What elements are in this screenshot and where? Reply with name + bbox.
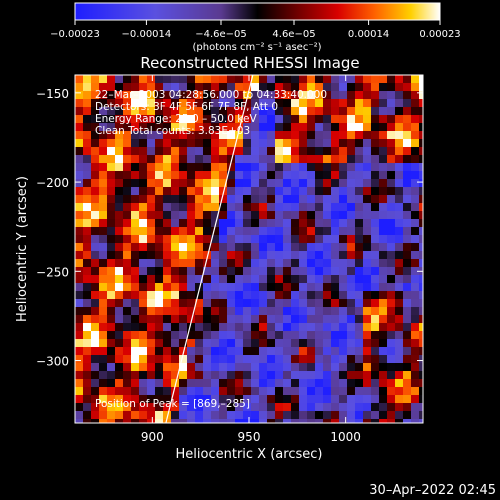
colorbar-tick-label: 4.6e−05 — [272, 29, 315, 40]
info-detectors: Detectors: 3F 4F 5F 6F 7F 8F, Att 0 — [95, 101, 278, 113]
info-block: 22–Mar–2003 04:28:56.000 to 04:33:40.000… — [95, 89, 327, 137]
y-axis-ticks: −150 −200 −250 −300 — [36, 87, 423, 369]
heatmap-image — [75, 75, 423, 423]
colorbar-tick-label: −0.00023 — [50, 29, 100, 40]
colorbar-tick-label: 0.00014 — [348, 29, 389, 40]
x-axis-ticks: 900 950 1000 — [141, 75, 361, 444]
info-energy-range: Energy Range: 25.0 – 50.0 keV — [95, 113, 257, 125]
x-tick-label: 1000 — [330, 430, 361, 444]
peak-position-label: Position of Peak = [869,–285] — [95, 398, 250, 410]
render-timestamp: 30–Apr–2022 02:45 — [369, 483, 496, 498]
x-tick-label: 950 — [238, 430, 261, 444]
x-axis-title: Heliocentric X (arcsec) — [176, 447, 323, 462]
colorbar-tick-label: −4.6e−05 — [195, 29, 247, 40]
info-clean-counts: Clean Total counts: 3.83E+03 — [95, 125, 250, 137]
y-axis-title: Heliocentric Y (arcsec) — [15, 176, 30, 322]
y-tick-label: −300 — [36, 355, 69, 369]
colorbar-ticks: −0.00023 −0.00014 −4.6e−05 4.6e−05 0.00014 0.… — [50, 20, 461, 40]
colorbar-tick-label: −0.00014 — [122, 29, 172, 40]
y-tick-label: −150 — [36, 87, 69, 101]
x-tick-label: 900 — [141, 430, 164, 444]
y-tick-label: −200 — [36, 176, 69, 190]
chart-title: Reconstructed RHESSI Image — [140, 54, 359, 72]
colorbar-tick-label: 0.00023 — [419, 29, 460, 40]
y-tick-label: −250 — [36, 265, 69, 279]
solar-limb-line — [165, 75, 254, 423]
info-time-range: 22–Mar–2003 04:28:56.000 to 04:33:40.000 — [95, 89, 327, 101]
colorbar — [74, 2, 441, 21]
colorbar-units-label: (photons cm⁻² s⁻¹ asec⁻²) — [192, 42, 321, 53]
plot-area: 900 950 1000 −150 −200 −250 −300 — [36, 74, 424, 444]
